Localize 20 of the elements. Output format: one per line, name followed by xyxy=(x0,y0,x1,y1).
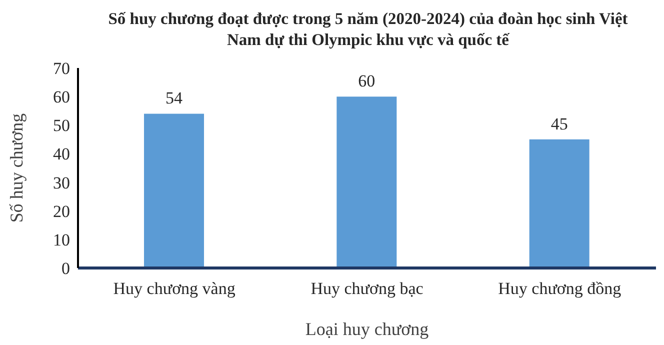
y-tick-label: 20 xyxy=(53,202,70,221)
bar xyxy=(336,96,397,268)
y-tick-label: 0 xyxy=(62,259,70,278)
y-tick-label: 30 xyxy=(53,173,70,192)
bar xyxy=(529,139,590,268)
y-axis-title: Số huy chương xyxy=(6,113,26,223)
x-tick-label: Huy chương bạc xyxy=(310,279,424,298)
y-tick-label: 70 xyxy=(53,59,70,78)
x-tick-label: Huy chương đồng xyxy=(498,279,622,298)
y-tick-label: 40 xyxy=(53,144,70,164)
y-tick-label: 60 xyxy=(53,88,70,107)
data-label: 45 xyxy=(550,114,568,134)
x-axis-title: Loại huy chương xyxy=(305,319,429,339)
bar xyxy=(144,114,204,268)
data-label: 60 xyxy=(358,72,376,91)
y-tick-label: 10 xyxy=(53,230,70,250)
data-label: 54 xyxy=(166,88,183,108)
chart-title: Số huy chương đoạt được trong 5 năm (2020-2024) của đoàn học sinh Việt Nam dự thi Olympic khu vực và quốc tế xyxy=(108,8,628,50)
y-tick-label: 50 xyxy=(53,116,70,136)
x-tick-label: Huy chương vàng xyxy=(113,279,236,298)
